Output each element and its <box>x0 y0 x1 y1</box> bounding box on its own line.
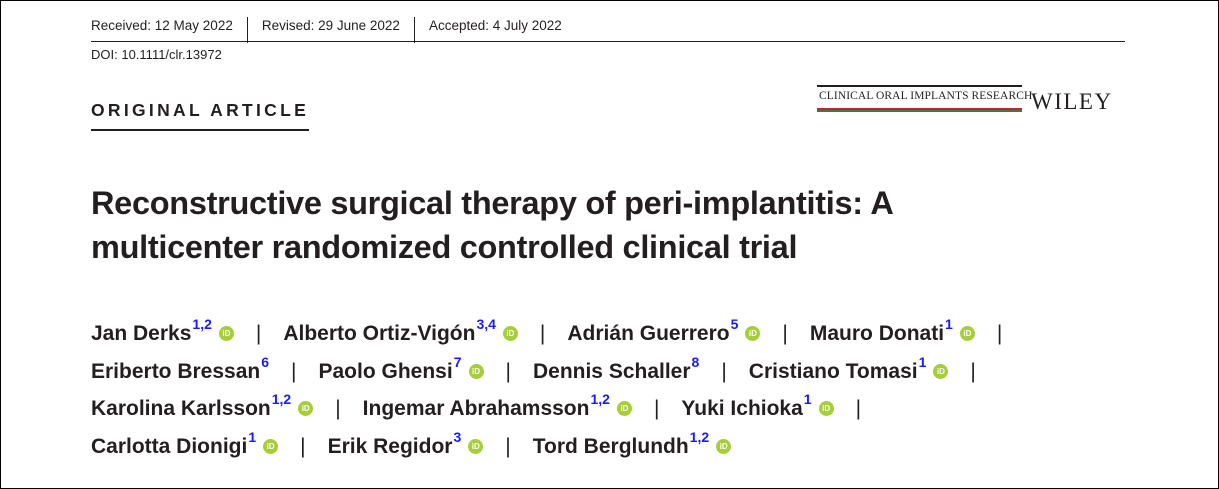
author-name[interactable]: Ingemar Abrahamsson <box>362 397 590 420</box>
affiliation-link[interactable]: 3 <box>453 428 462 445</box>
affiliation-link[interactable]: 1,2 <box>192 316 212 332</box>
journal-name: CLINICAL ORAL IMPLANTS RESEARCH <box>819 90 1033 102</box>
author-separator: | <box>291 359 297 383</box>
orcid-icon[interactable]: iD <box>468 363 484 379</box>
author-separator: | <box>970 359 976 383</box>
author-list: Jan Derks 1,2 iD | Alberto Ortiz-Vigón 3,4 i… <box>91 315 1151 465</box>
author: Carlotta Dionigi 1 iD <box>91 428 279 466</box>
author-line: Carlotta Dionigi 1 iD | Erik Regidor 3 iD | … <box>91 428 1151 466</box>
accepted-date: Accepted: 4 July 2022 <box>428 17 562 33</box>
header-rule <box>91 41 1125 42</box>
orcid-icon[interactable]: iD <box>933 363 949 379</box>
author-name[interactable]: Dennis Schaller <box>532 359 691 383</box>
author-name[interactable]: Alberto Ortiz-Vigón <box>283 322 476 345</box>
orcid-icon[interactable]: iD <box>502 326 518 342</box>
article-type-label: ORIGINAL ARTICLE <box>91 100 310 131</box>
author-separator: | <box>653 397 660 420</box>
author-name[interactable]: Eriberto Bressan <box>91 359 261 383</box>
author-separator: | <box>300 434 306 458</box>
orcid-icon[interactable]: iD <box>298 401 314 417</box>
author: Yuki Ichioka 1 iD <box>681 390 834 428</box>
author: Cristiano Tomasi 1 iD <box>749 353 949 391</box>
journal-logo: CLINICAL ORAL IMPLANTS RESEARCH <box>817 85 1032 112</box>
orcid-icon[interactable]: iD <box>468 438 484 454</box>
affiliation-link[interactable]: 5 <box>730 316 739 332</box>
author-name[interactable]: Paolo Ghensi <box>318 359 453 383</box>
author-separator: | <box>721 359 727 383</box>
author-separator: | <box>996 322 1003 345</box>
received-date: Received: 12 May 2022 <box>91 17 233 33</box>
author: Ingemar Abrahamsson 1,2 iD <box>363 390 632 428</box>
author: Jan Derks 1,2 iD <box>91 315 234 353</box>
affiliation-link[interactable]: 1 <box>803 391 812 407</box>
author: Erik Regidor 3 iD <box>328 428 484 466</box>
affiliation-link[interactable]: 1,2 <box>689 428 710 445</box>
author-separator: | <box>855 397 862 420</box>
affiliation-link[interactable]: 8 <box>691 353 700 370</box>
doi[interactable]: DOI: 10.1111/clr.13972 <box>91 47 222 62</box>
author-separator: | <box>782 322 788 345</box>
author: Mauro Donati 1 iD <box>810 315 975 353</box>
author-name[interactable]: Cristiano Tomasi <box>748 359 918 383</box>
title-line-1: Reconstructive surgical therapy of peri-… <box>91 185 894 221</box>
orcid-icon[interactable]: iD <box>263 438 279 454</box>
affiliation-link[interactable]: 1,2 <box>271 391 292 407</box>
affiliation-link[interactable]: 1,2 <box>590 391 610 407</box>
author-line: Eriberto Bressan 6 | Paolo Ghensi 7 iD | De… <box>91 353 1151 391</box>
orcid-icon[interactable]: iD <box>959 326 975 342</box>
author-separator: | <box>505 434 511 458</box>
journal-logo-rule <box>817 85 1022 87</box>
author-name[interactable]: Carlotta Dionigi <box>91 434 248 458</box>
date-divider <box>413 17 415 43</box>
author-separator: | <box>255 322 262 345</box>
author: Paolo Ghensi 7 iD <box>319 353 484 391</box>
author-name[interactable]: Karolina Karlsson <box>91 397 271 420</box>
author-separator: | <box>539 322 546 345</box>
revised-date: Revised: 29 June 2022 <box>261 17 400 33</box>
author-name[interactable]: Tord Berglundh <box>532 434 689 458</box>
journal-logo-red-stripe <box>817 108 1022 110</box>
author-separator: | <box>505 359 511 383</box>
author: Adrián Guerrero 5 iD <box>567 315 761 353</box>
affiliation-link[interactable]: 1 <box>248 428 257 445</box>
author-name[interactable]: Erik Regidor <box>327 434 453 458</box>
affiliation-link[interactable]: 3,4 <box>476 316 496 332</box>
orcid-icon[interactable]: iD <box>745 326 761 342</box>
article-title: Reconstructive surgical therapy of peri-… <box>91 181 1091 269</box>
orcid-icon[interactable]: iD <box>218 326 234 342</box>
author-name[interactable]: Yuki Ichioka <box>681 397 803 420</box>
orcid-icon[interactable]: iD <box>818 401 834 417</box>
orcid-icon[interactable]: iD <box>716 438 732 454</box>
affiliation-link[interactable]: 1 <box>918 353 927 370</box>
publisher-logo: WILEY <box>1031 89 1113 114</box>
author-line: Jan Derks 1,2 iD | Alberto Ortiz-Vigón 3,4 i… <box>91 315 1151 353</box>
affiliation-link[interactable]: 7 <box>453 353 462 370</box>
author: Karolina Karlsson 1,2 iD <box>91 390 314 428</box>
author-name[interactable]: Jan Derks <box>91 322 192 345</box>
author-separator: | <box>335 397 341 420</box>
author-name[interactable]: Adrián Guerrero <box>567 322 730 345</box>
author: Alberto Ortiz-Vigón 3,4 iD <box>283 315 518 353</box>
author-line: Karolina Karlsson 1,2 iD | Ingemar Abraham… <box>91 390 1151 428</box>
article-dates: Received: 12 May 2022 Revised: 29 June 2… <box>91 9 576 43</box>
author-name[interactable]: Mauro Donati <box>809 322 945 345</box>
journal-logo-green-stripe <box>817 110 1022 112</box>
orcid-icon[interactable]: iD <box>616 401 632 417</box>
author: Eriberto Bressan 6 <box>91 353 269 391</box>
affiliation-link[interactable]: 6 <box>261 353 270 370</box>
date-divider <box>246 17 248 43</box>
author: Dennis Schaller 8 <box>533 353 699 391</box>
title-line-2: multicenter randomized controlled clinic… <box>91 229 798 265</box>
author: Tord Berglundh 1,2 iD <box>532 428 732 466</box>
affiliation-link[interactable]: 1 <box>945 316 953 332</box>
